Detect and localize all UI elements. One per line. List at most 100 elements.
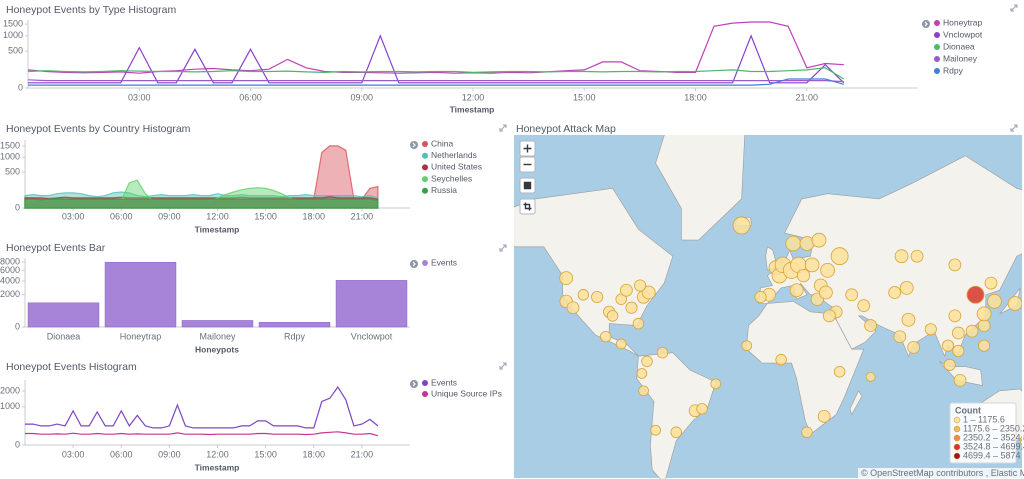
legend-toggle-chevron (924, 21, 928, 27)
map-point[interactable] (636, 368, 648, 379)
legend-toggle-chevron (412, 261, 416, 267)
legend-label[interactable]: Rdpy (943, 65, 964, 75)
map-point[interactable] (924, 323, 937, 336)
map-point[interactable] (638, 385, 649, 397)
attribution-link[interactable]: Elastic Maps Service (991, 468, 1024, 478)
legend-label[interactable]: Events (431, 257, 457, 267)
legend-label[interactable]: Unique Source IPs (431, 388, 502, 398)
map-point[interactable] (801, 426, 813, 439)
legend-label[interactable]: Seychelles (431, 173, 472, 183)
map-point[interactable] (591, 290, 604, 304)
map-point[interactable] (670, 426, 682, 439)
map-point[interactable] (599, 330, 612, 343)
map-point[interactable] (907, 341, 920, 354)
map-point[interactable] (977, 319, 991, 332)
map-point[interactable] (818, 285, 833, 300)
map-point[interactable] (577, 289, 590, 301)
map-point[interactable] (978, 339, 991, 352)
line (25, 431, 379, 437)
map-point[interactable] (656, 346, 669, 359)
map-point[interactable] (830, 247, 849, 266)
map-point[interactable] (953, 373, 967, 387)
map-point[interactable] (785, 235, 801, 252)
legend-label[interactable]: Russia (431, 185, 457, 195)
expand-icon[interactable] (1010, 4, 1018, 12)
legend-toggle[interactable] (410, 380, 418, 388)
legend-toggle[interactable] (410, 260, 418, 268)
map-point[interactable] (965, 324, 979, 338)
x-tick-label: 18:00 (302, 449, 325, 459)
map-point[interactable] (641, 285, 656, 300)
map-point[interactable] (817, 409, 831, 423)
x-tick-label: 21:00 (351, 211, 374, 221)
map-point[interactable] (952, 344, 965, 358)
legend-label[interactable]: China (431, 138, 453, 148)
map-point[interactable] (951, 326, 965, 340)
map-point[interactable] (710, 378, 722, 390)
map-point[interactable] (857, 299, 871, 312)
map-point[interactable] (948, 309, 962, 323)
y-tick-label: 1000 (3, 30, 23, 40)
legend-toggle[interactable] (922, 20, 930, 28)
map-legend-label: 2350.2 – 3524.8 (963, 432, 1024, 442)
map-point[interactable] (864, 319, 877, 332)
map-point[interactable] (1007, 296, 1022, 311)
map-point[interactable] (901, 312, 916, 327)
map-point[interactable] (650, 424, 661, 436)
map-point[interactable] (625, 301, 638, 314)
map-point[interactable] (1019, 435, 1024, 446)
map-point[interactable] (976, 306, 992, 322)
y-tick-label: 4000 (0, 275, 20, 285)
expand-icon[interactable] (1010, 124, 1018, 132)
map-point[interactable] (941, 339, 955, 352)
map-point[interactable] (948, 258, 962, 272)
legend-label[interactable]: United States (431, 162, 482, 172)
legend-label[interactable]: Mailoney (943, 53, 978, 63)
x-axis-title: Timestamp (195, 224, 240, 234)
map-point[interactable] (888, 286, 902, 299)
map-point[interactable] (641, 355, 653, 368)
map-point[interactable] (754, 290, 767, 304)
map-point[interactable] (984, 276, 998, 290)
map-point[interactable] (615, 338, 627, 350)
map-point[interactable] (987, 294, 1002, 309)
map-point[interactable] (811, 232, 827, 248)
map-point[interactable] (559, 271, 574, 286)
map-point[interactable] (966, 285, 985, 304)
map-point[interactable] (696, 403, 708, 415)
map-point[interactable] (845, 288, 859, 302)
expand-icon[interactable] (499, 244, 507, 252)
legend-label[interactable]: Events (431, 377, 457, 387)
map-point[interactable] (893, 330, 907, 344)
map-point[interactable] (732, 216, 751, 235)
map-point[interactable] (632, 317, 645, 330)
y-tick-label: 2000 (0, 289, 20, 299)
map-point[interactable] (775, 353, 787, 366)
map-point[interactable] (606, 310, 619, 322)
map-point[interactable] (789, 283, 804, 298)
legend-label[interactable]: Dionaea (943, 41, 975, 51)
legend-label[interactable]: Honeytrap (943, 17, 982, 27)
legend-label[interactable]: Vnclowpot (943, 29, 983, 39)
legend-label[interactable]: Netherlands (431, 150, 477, 160)
x-tick-label: 21:00 (795, 92, 818, 102)
legend-toggle[interactable] (410, 141, 418, 149)
map-point[interactable] (741, 340, 753, 352)
map-point[interactable] (822, 309, 836, 323)
attribution-link[interactable]: OpenStreetMap (870, 468, 934, 478)
map-point[interactable] (619, 283, 633, 297)
map-point[interactable] (894, 249, 909, 264)
map-point[interactable] (796, 268, 811, 283)
expand-icon[interactable] (499, 362, 507, 370)
map-point[interactable] (899, 280, 914, 295)
map-control[interactable] (519, 198, 536, 215)
map-point[interactable] (804, 257, 820, 273)
map-point[interactable] (833, 365, 846, 378)
map-point[interactable] (865, 371, 876, 382)
map-point[interactable] (634, 279, 647, 292)
map-point[interactable] (820, 262, 835, 278)
map-point[interactable] (566, 301, 580, 315)
expand-icon[interactable] (499, 124, 507, 132)
map-point[interactable] (910, 249, 924, 263)
map-point[interactable] (943, 358, 956, 371)
